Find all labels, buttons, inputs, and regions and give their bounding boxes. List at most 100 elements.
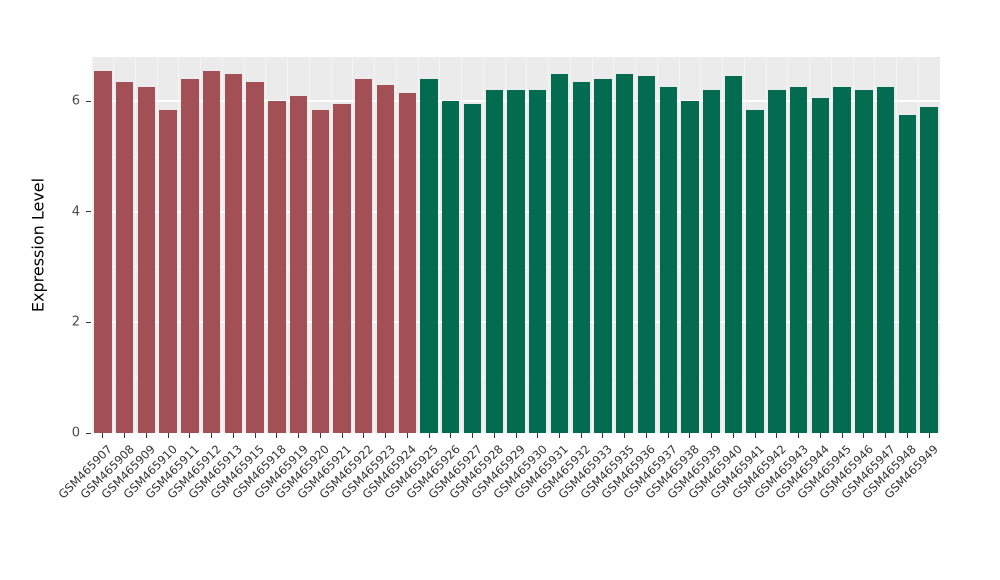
y-tick-mark xyxy=(86,211,91,213)
x-tick-mark xyxy=(319,433,321,438)
bar xyxy=(724,76,743,433)
y-tick-label: 4 xyxy=(71,204,80,220)
bar xyxy=(485,90,503,433)
x-tick-mark xyxy=(428,433,430,438)
plot-panel xyxy=(91,57,941,434)
bar xyxy=(768,90,786,433)
vertical-gridline xyxy=(787,57,789,433)
bar xyxy=(463,104,482,433)
bar xyxy=(268,101,286,433)
x-tick-mark xyxy=(537,433,539,438)
bar xyxy=(702,90,721,433)
y-tick-mark xyxy=(86,432,91,434)
vertical-gridline xyxy=(461,57,463,433)
y-tick-mark xyxy=(86,100,91,102)
vertical-gridline xyxy=(635,57,637,433)
x-tick-mark xyxy=(211,433,213,438)
x-tick-mark xyxy=(102,433,104,438)
bar xyxy=(442,101,460,433)
bar xyxy=(202,70,221,433)
vertical-gridline xyxy=(417,57,419,433)
vertical-gridline xyxy=(243,57,245,433)
vertical-gridline xyxy=(265,57,267,433)
vertical-gridline xyxy=(156,57,158,433)
bar xyxy=(681,101,699,433)
x-tick-mark xyxy=(624,433,626,438)
vertical-gridline xyxy=(352,57,354,433)
vertical-gridline xyxy=(134,57,136,433)
vertical-gridline xyxy=(287,57,289,433)
vertical-gridline xyxy=(743,57,745,433)
vertical-gridline xyxy=(482,57,484,433)
x-tick-mark xyxy=(515,433,517,438)
bar xyxy=(507,90,525,433)
x-tick-mark xyxy=(645,433,647,438)
x-tick-mark xyxy=(254,433,256,438)
x-tick-mark xyxy=(167,433,169,438)
bar xyxy=(181,79,199,433)
vertical-gridline xyxy=(830,57,832,433)
x-tick-mark xyxy=(145,433,147,438)
vertical-gridline xyxy=(395,57,397,433)
bar xyxy=(398,92,416,433)
x-tick-mark xyxy=(580,433,582,438)
vertical-gridline xyxy=(91,57,93,433)
bar xyxy=(920,106,938,433)
bar xyxy=(115,81,134,433)
vertical-gridline xyxy=(526,57,528,433)
bar xyxy=(246,81,264,433)
bar xyxy=(137,87,156,433)
vertical-gridline xyxy=(896,57,897,433)
y-tick-label: 6 xyxy=(71,93,80,109)
vertical-gridline xyxy=(504,57,506,433)
bar xyxy=(550,73,569,433)
vertical-gridline xyxy=(439,57,441,433)
vertical-gridline xyxy=(722,57,724,433)
vertical-gridline xyxy=(939,57,941,433)
bar xyxy=(833,87,851,433)
bar xyxy=(811,98,830,433)
x-tick-mark xyxy=(906,433,908,438)
x-tick-mark xyxy=(885,433,887,438)
x-tick-mark xyxy=(450,433,452,438)
vertical-gridline xyxy=(221,57,223,433)
vertical-gridline xyxy=(330,57,332,433)
y-tick-label: 0 xyxy=(71,425,80,441)
vertical-gridline xyxy=(374,57,376,433)
vertical-gridline xyxy=(308,57,310,433)
x-tick-mark xyxy=(841,433,843,438)
x-tick-mark xyxy=(385,433,387,438)
vertical-gridline xyxy=(874,57,876,433)
y-tick-mark xyxy=(86,321,91,323)
x-tick-mark xyxy=(276,433,278,438)
x-tick-mark xyxy=(124,433,126,438)
bar xyxy=(224,73,243,433)
x-tick-mark xyxy=(754,433,756,438)
vertical-gridline xyxy=(113,57,115,433)
vertical-gridline xyxy=(656,57,658,433)
bar xyxy=(311,109,329,433)
bar xyxy=(789,87,808,433)
x-tick-mark xyxy=(341,433,343,438)
vertical-gridline xyxy=(178,57,180,433)
x-tick-mark xyxy=(558,433,560,438)
vertical-gridline xyxy=(591,57,593,433)
x-tick-mark xyxy=(863,433,865,438)
bar xyxy=(616,73,634,433)
bar xyxy=(376,84,395,433)
vertical-gridline xyxy=(200,57,202,433)
x-tick-mark xyxy=(667,433,669,438)
x-tick-mark xyxy=(602,433,604,438)
vertical-gridline xyxy=(678,57,680,433)
bar xyxy=(898,115,917,433)
vertical-gridline xyxy=(548,57,550,433)
x-tick-mark xyxy=(689,433,691,438)
x-tick-mark xyxy=(232,433,234,438)
bar xyxy=(420,79,438,433)
x-tick-mark xyxy=(776,433,778,438)
x-tick-mark xyxy=(732,433,734,438)
x-tick-mark xyxy=(298,433,300,438)
x-tick-mark xyxy=(189,433,191,438)
vertical-gridline xyxy=(613,57,615,433)
bar xyxy=(637,76,656,433)
